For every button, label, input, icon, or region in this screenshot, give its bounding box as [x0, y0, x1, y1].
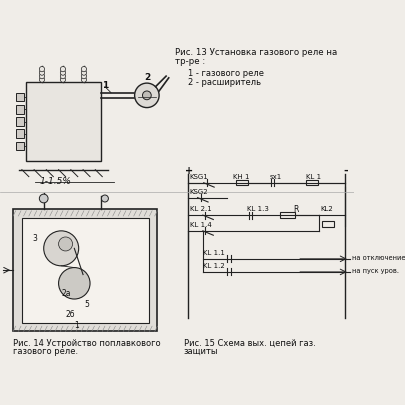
Bar [16, 118, 24, 127]
Circle shape [60, 74, 66, 79]
Text: KL2: KL2 [321, 206, 334, 211]
Bar [322, 221, 334, 227]
Text: 1 - газового реле: 1 - газового реле [188, 69, 264, 78]
Text: -: - [343, 165, 348, 175]
Text: R: R [293, 204, 298, 213]
Text: 2а: 2а [61, 288, 71, 297]
Text: +: + [185, 165, 194, 175]
Circle shape [39, 71, 45, 76]
Circle shape [39, 74, 45, 79]
Text: 3: 3 [32, 234, 37, 243]
Bar [236, 181, 248, 186]
Circle shape [134, 84, 159, 108]
Circle shape [81, 74, 87, 79]
Text: 1-1.5%: 1-1.5% [39, 176, 71, 185]
Text: защиты: защиты [183, 346, 218, 355]
Circle shape [143, 92, 151, 100]
Text: 5: 5 [85, 299, 90, 308]
Bar [306, 181, 318, 186]
Text: KL 1.3: KL 1.3 [247, 206, 269, 211]
Circle shape [60, 67, 66, 72]
Text: тр-ре :: тр-ре : [175, 57, 205, 66]
Circle shape [101, 196, 109, 202]
Text: газового реле.: газового реле. [13, 346, 78, 355]
Text: на пуск уров.: на пуск уров. [352, 268, 399, 273]
Circle shape [81, 67, 87, 72]
Text: Рис. 13 Установка газового реле на: Рис. 13 Установка газового реле на [175, 48, 337, 57]
Circle shape [60, 71, 66, 76]
Text: KL 1: KL 1 [306, 173, 321, 179]
Text: 2б: 2б [66, 310, 75, 319]
Text: Рис. 14 Устройство поплавкового: Рис. 14 Устройство поплавкового [13, 339, 161, 347]
Circle shape [60, 78, 66, 83]
Bar [280, 213, 296, 218]
Text: KSG1: KSG1 [190, 173, 209, 179]
Text: KL 1.4: KL 1.4 [190, 221, 211, 227]
Text: 1: 1 [102, 81, 109, 90]
Bar [16, 130, 24, 139]
Text: Рис. 15 Схема вых. цепей газ.: Рис. 15 Схема вых. цепей газ. [183, 339, 315, 347]
Bar [16, 142, 24, 151]
Text: на отключение: на отключение [352, 254, 405, 260]
Bar [26, 83, 100, 162]
Text: KH 1: KH 1 [232, 173, 249, 179]
Bar [16, 94, 24, 102]
Bar [22, 218, 149, 323]
Bar [13, 209, 158, 332]
Text: sx1: sx1 [269, 173, 281, 179]
Text: KL 1.1: KL 1.1 [203, 249, 225, 255]
Text: 2: 2 [144, 72, 151, 81]
Circle shape [44, 231, 79, 266]
Text: 1: 1 [74, 320, 79, 329]
Circle shape [59, 237, 72, 252]
Circle shape [39, 78, 45, 83]
Text: 2 - расширитель: 2 - расширитель [188, 78, 261, 87]
Text: KL 1.2: KL 1.2 [203, 262, 224, 268]
Circle shape [39, 67, 45, 72]
Text: KL 2.1: KL 2.1 [190, 206, 211, 211]
Bar [16, 106, 24, 115]
Circle shape [39, 195, 48, 203]
Circle shape [81, 71, 87, 76]
Text: KSG2: KSG2 [190, 188, 208, 194]
Circle shape [81, 78, 87, 83]
Circle shape [59, 268, 90, 299]
